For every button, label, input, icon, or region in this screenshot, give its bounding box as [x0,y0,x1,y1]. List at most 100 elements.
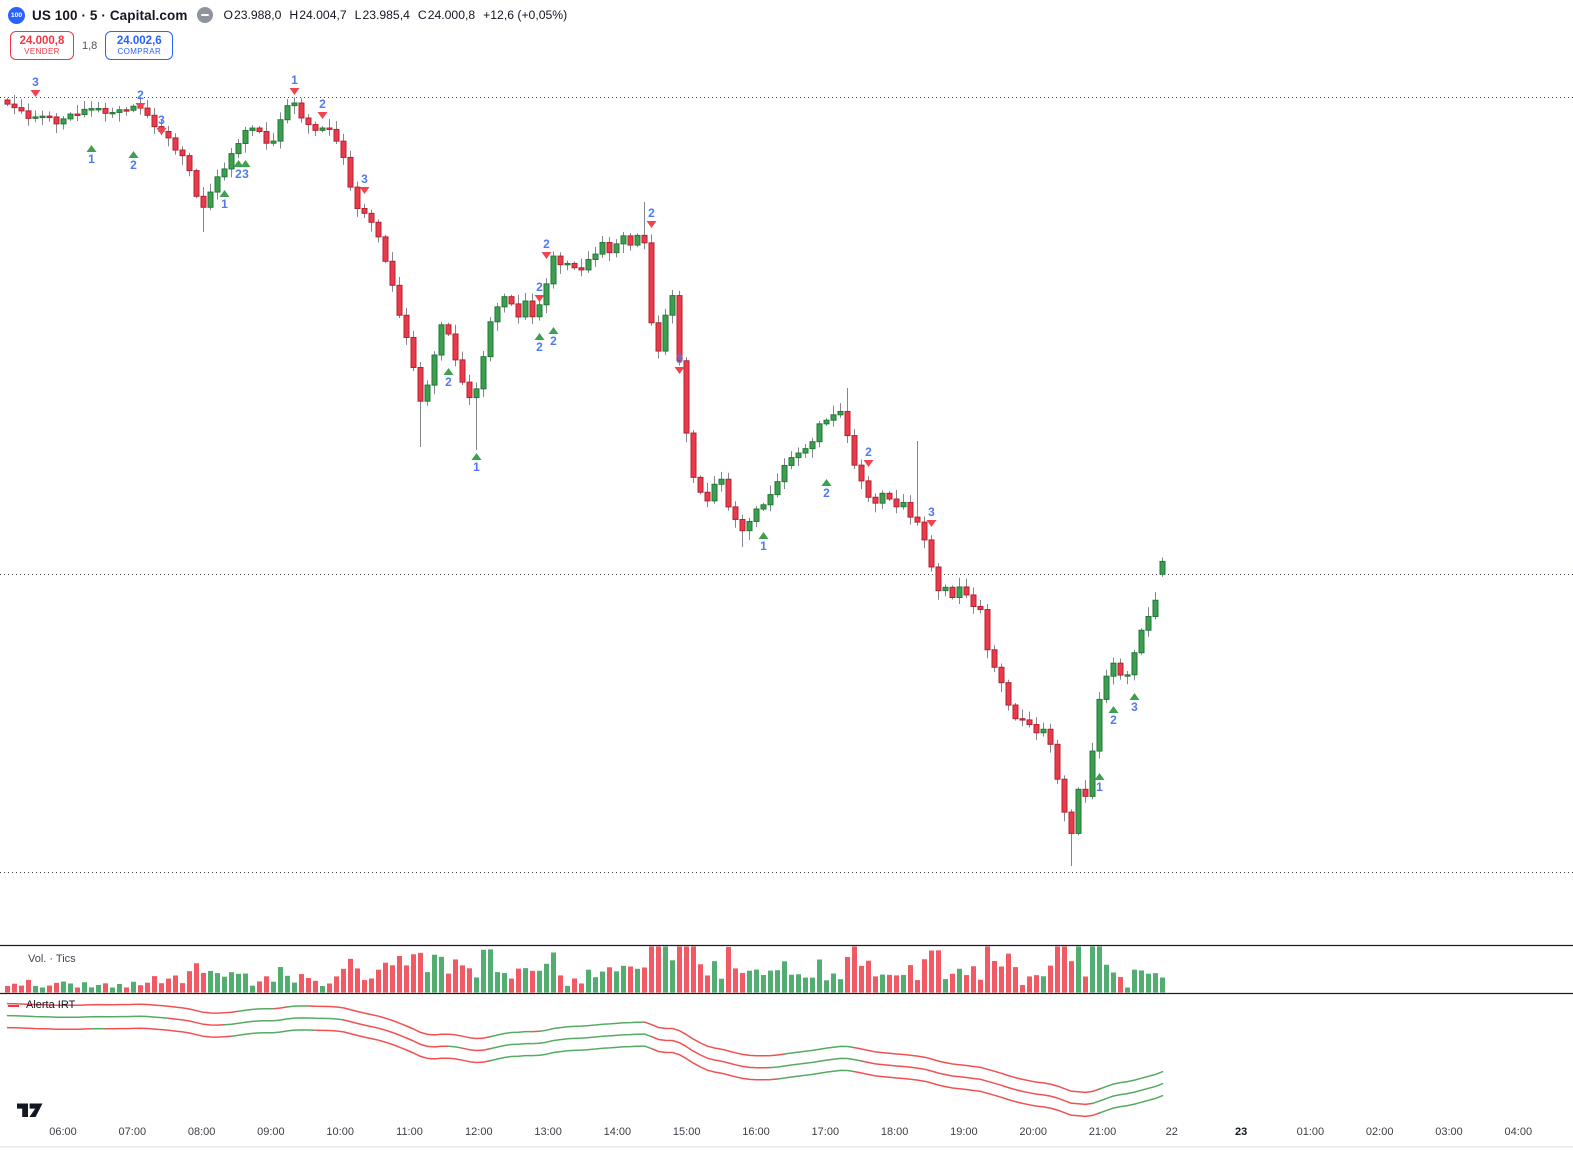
volume-bar [782,961,787,993]
candle-body [683,360,690,434]
sell-button-label: VENDER [24,46,60,56]
irt-lower-band [650,1047,779,1081]
candle-body [578,267,585,271]
volume-bar [866,960,871,993]
indicator-pane-label[interactable]: Alerta IRT [26,999,76,1011]
volume-bar [1027,976,1032,993]
candle-body [438,324,445,356]
volume-bar [425,972,430,993]
volume-bar [593,977,598,993]
candle-body [25,110,32,119]
candle-body [144,107,151,116]
sell-signal-count-label: 3 [361,172,368,186]
high-value: 24.004,7 [299,8,347,22]
volume-bar [859,965,864,993]
volume-bar [271,981,276,993]
candle-body [242,129,249,145]
volume-bar [558,975,563,993]
candle-body [305,117,312,126]
open-label: O [223,8,233,22]
volume-bar [614,971,619,993]
buy-signal-icon [233,160,244,167]
irt-upper-band [853,1046,1101,1094]
candle-body [991,649,998,668]
volume-bar [733,968,738,993]
volume-bar [404,965,409,993]
candle-body [844,410,851,437]
volume-bar [887,974,892,993]
volume-bar [523,968,528,993]
volume-bar [390,965,395,993]
sell-signal-count-label: 2 [648,206,655,220]
volume-bar [222,976,227,993]
irt-upper-band [272,1006,289,1010]
volume-bar [957,968,962,993]
irt-upper-band [286,1005,310,1008]
volume-bar [75,987,80,993]
candle-body [410,337,417,368]
volume-bar [845,956,850,993]
candle-body [732,506,739,520]
volume-bar [509,978,514,993]
sell-signal-icon [674,367,685,374]
time-axis-label: 03:00 [1435,1126,1463,1138]
sell-button[interactable]: 24.000,8 VENDER [10,31,74,60]
candle-body [921,521,928,541]
candle-body [1096,698,1103,752]
candle-body [1131,652,1138,676]
symbol-title[interactable]: US 100 · 5 · Capital.com [32,7,188,23]
time-axis-label: 12:00 [465,1126,493,1138]
volume-bar [999,966,1004,993]
buy-signal-count-label: 1 [1096,780,1103,794]
candlestick-series [4,94,1166,866]
buy-button[interactable]: 24.002,6 COMPRAR [105,31,174,60]
volume-bar [131,981,136,993]
candle-body [690,432,697,478]
tradingview-logo[interactable] [17,1101,43,1119]
candle-body [907,501,914,518]
candle-body [81,108,88,116]
irt-lower-band [853,1070,1101,1118]
volume-bar [922,959,927,993]
irt-lower-band [6,1026,93,1031]
candle-body [298,102,305,119]
volume-pane-label[interactable]: Vol. · Tics [28,953,76,965]
volume-bar [992,961,997,993]
candle-body [375,221,382,238]
candle-body [627,235,634,246]
buy-signal-icon [240,160,251,167]
volume-bar [789,974,794,993]
candle-body [501,296,508,308]
volume-bar [369,978,374,993]
candle-body [214,176,221,193]
volume-bar [607,967,612,993]
candle-body [424,384,431,402]
volume-bar [166,978,171,993]
candle-body [662,314,669,352]
candle-body [1075,788,1082,834]
time-axis-label: 15:00 [672,1126,701,1138]
volume-bar [138,985,143,993]
volume-bar [257,981,262,993]
time-axis[interactable]: 06:00 07:00 08:00 09:00 10:00 11:00 12:00 13:00… [0,1126,1573,1146]
candle-body [445,324,452,335]
volume-bar [656,946,661,993]
candle-body [284,105,291,121]
buy-signal-icon [471,453,482,460]
volume-bar [306,978,311,993]
time-axis-label: 22 [1165,1126,1178,1138]
candle-body [711,483,718,502]
open-value: 23.988,0 [233,8,282,22]
candle-body [1152,599,1159,617]
candle-body [767,494,774,506]
collapse-ohlc-button[interactable] [197,7,214,23]
time-axis-label: 23 [1234,1126,1248,1138]
volume-bar [663,946,668,993]
sell-signal-count-label: 3 [676,352,683,366]
candle-body [200,195,207,208]
symbol-logo-badge[interactable]: 100 [8,6,25,24]
buy-signal-count-label: 2 [823,486,830,500]
volume-bar [838,979,843,993]
